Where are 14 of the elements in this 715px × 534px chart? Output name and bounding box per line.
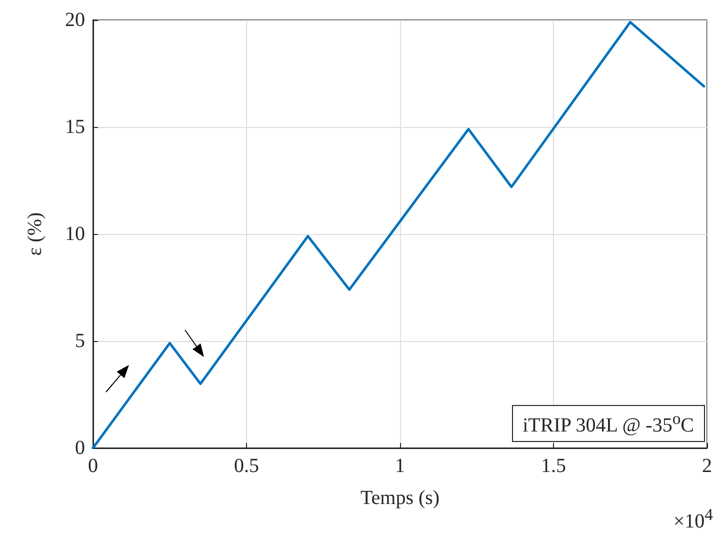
x-tick-label: 0.5 [234, 455, 259, 477]
x-tick-label: 1.5 [541, 455, 566, 477]
x-tick-label: 2 [702, 455, 712, 477]
annotation: iTRIP 304L @ -35$^{o}$C [512, 405, 705, 442]
y-tick-label: 20 [65, 9, 85, 31]
y-tick-label: 10 [65, 223, 85, 245]
y-tick-label: 0 [75, 437, 85, 459]
y-tick-label: 5 [75, 330, 85, 352]
x-tick-label: 1 [395, 455, 405, 477]
text: ×10$^{4}$ [673, 505, 713, 534]
line-series [92, 20, 706, 450]
x-axis-title: Temps (s) [360, 487, 440, 509]
y-axis-title: ε (%) [24, 212, 46, 256]
y-tick-label: 15 [65, 116, 85, 138]
